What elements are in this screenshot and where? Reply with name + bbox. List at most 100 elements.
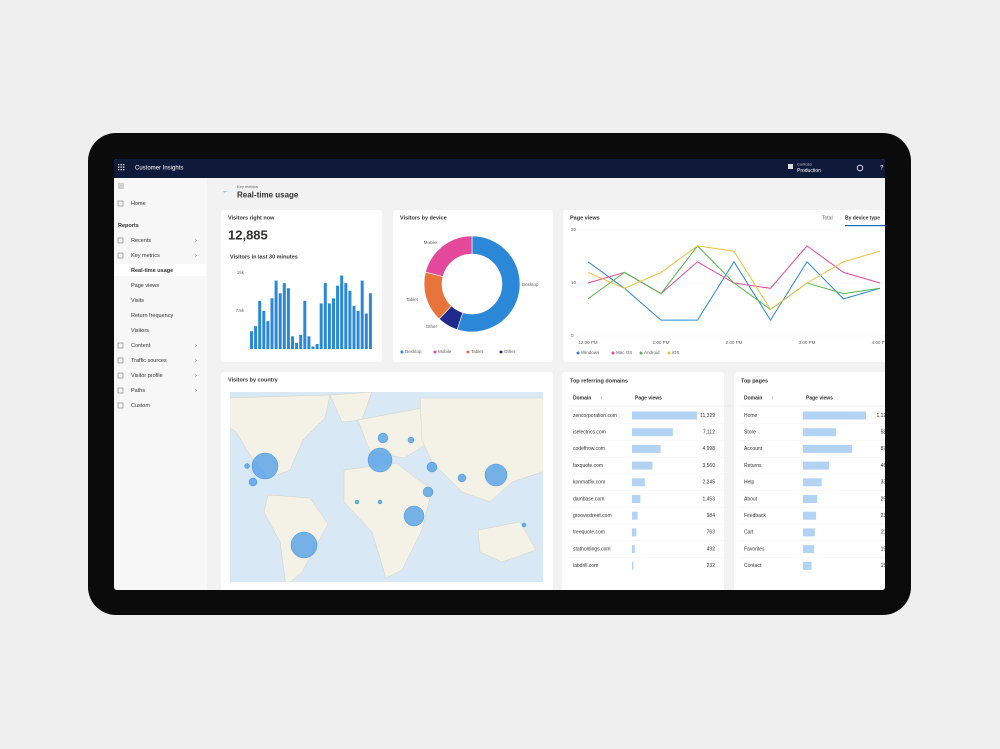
row-label: Help — [744, 480, 755, 486]
row-label: faxquote.com — [573, 463, 603, 469]
slice-label: Tablet — [406, 297, 419, 302]
nav-item[interactable]: Visitor profile — [131, 373, 163, 379]
y-tick-label: 7.5k — [235, 308, 244, 313]
bar — [352, 305, 356, 349]
column-header[interactable]: Domain — [744, 395, 762, 401]
nav-item[interactable]: Custom — [131, 403, 150, 409]
bar — [803, 495, 818, 503]
nav-chevron: › — [195, 253, 197, 259]
bar — [274, 280, 278, 349]
nav-chevron: › — [195, 373, 197, 379]
bar — [278, 293, 282, 349]
nav-chevron: › — [195, 238, 197, 244]
row-value: 151 — [881, 563, 890, 569]
app-launcher[interactable] — [118, 164, 125, 171]
bar — [803, 545, 815, 554]
bar — [803, 478, 822, 487]
line — [587, 245, 881, 311]
bar — [803, 411, 866, 420]
row-value: 211 — [881, 530, 889, 536]
slice-label: Desktop — [522, 282, 539, 287]
legend-swatch — [400, 350, 404, 354]
row-value: 763 — [707, 530, 716, 536]
chart-title: Visitors in last 30 minutes — [230, 254, 298, 260]
nav-item[interactable]: Home — [131, 201, 146, 207]
legend-label: Desktop — [405, 349, 422, 354]
bar — [632, 511, 638, 520]
legend-label: iOS — [672, 350, 680, 355]
bar — [295, 342, 299, 349]
row-label: Home — [744, 413, 758, 419]
bar — [803, 528, 815, 537]
bar — [632, 411, 697, 420]
nav-item[interactable]: Page views — [131, 283, 159, 289]
row-value: 254 — [881, 496, 890, 502]
bar — [311, 346, 315, 349]
row-label: Account — [744, 446, 763, 452]
sort-icon: ↑ — [600, 395, 603, 401]
legend-label: Other — [504, 349, 516, 354]
bar — [632, 428, 673, 437]
row-label: Cart — [744, 530, 754, 536]
app-title: Customer Insights — [135, 166, 183, 172]
y-tick-label: 15k — [237, 270, 245, 275]
bar — [632, 495, 641, 503]
x-tick-label: 1:00 PM — [653, 340, 670, 345]
legend-label: Mobile — [438, 349, 452, 354]
bar — [299, 334, 303, 349]
column-header[interactable]: Domain — [573, 395, 591, 401]
nav-item[interactable]: Return frequency — [131, 313, 173, 319]
bar — [368, 293, 372, 349]
bar — [344, 283, 348, 349]
row-label: groovestreet.com — [573, 513, 612, 519]
nav-item[interactable]: Recents — [131, 238, 151, 244]
tab[interactable]: By device type — [845, 215, 880, 221]
row-value: 464 — [881, 463, 890, 469]
card — [393, 210, 553, 362]
nav-item[interactable]: Real-time usage — [131, 268, 173, 274]
bar — [332, 298, 335, 349]
bar — [250, 331, 253, 349]
column-header[interactable]: Page views — [635, 395, 662, 401]
visitors-now-value: 12,885 — [228, 227, 268, 242]
bar — [632, 444, 661, 453]
tab[interactable]: Total — [822, 215, 833, 221]
bar — [258, 300, 262, 349]
bar — [632, 478, 645, 487]
nav-item[interactable]: Paths — [131, 388, 145, 394]
environment[interactable]: Production — [797, 168, 821, 174]
help-icon[interactable]: ? — [880, 166, 884, 172]
settings-icon[interactable] — [856, 164, 864, 172]
row-value: 492 — [707, 546, 716, 552]
row-label: statholdings.com — [573, 546, 611, 552]
column-header[interactable]: Page views — [806, 395, 833, 401]
card-title: Top referring domains — [570, 378, 628, 384]
back-button[interactable]: ← — [222, 188, 229, 195]
row-label: About — [744, 496, 758, 502]
row-value: 2,245 — [702, 480, 715, 486]
legend-swatch — [466, 350, 470, 354]
row-value: 1,123 — [876, 413, 889, 419]
nav-item[interactable]: Visits — [131, 298, 144, 304]
land — [230, 392, 543, 582]
row-value: 333 — [881, 480, 890, 486]
nav-item[interactable]: Visitors — [131, 328, 149, 334]
org-label: Contoso — [797, 162, 813, 167]
breadcrumb[interactable]: Key metrics — [237, 184, 258, 189]
bar — [319, 303, 323, 349]
card-title: Page views — [570, 215, 600, 221]
card-title: Visitors by country — [228, 377, 279, 383]
bar — [632, 545, 635, 554]
slice-label: Other — [426, 324, 438, 329]
page-title: Real-time usage — [237, 191, 299, 200]
card — [562, 372, 724, 590]
nav-item[interactable]: Key metrics — [131, 253, 160, 259]
row-value: 198 — [881, 546, 890, 552]
menu-icon[interactable] — [118, 183, 124, 189]
nav-item[interactable]: Traffic sources — [131, 358, 167, 364]
row-label: Favorites — [744, 546, 765, 552]
x-tick-label: 3:00 PM — [799, 340, 816, 345]
row-label: konmatfix.com — [573, 480, 605, 486]
nav-item[interactable]: Content — [131, 343, 151, 349]
legend-label: Tablet — [471, 349, 484, 354]
